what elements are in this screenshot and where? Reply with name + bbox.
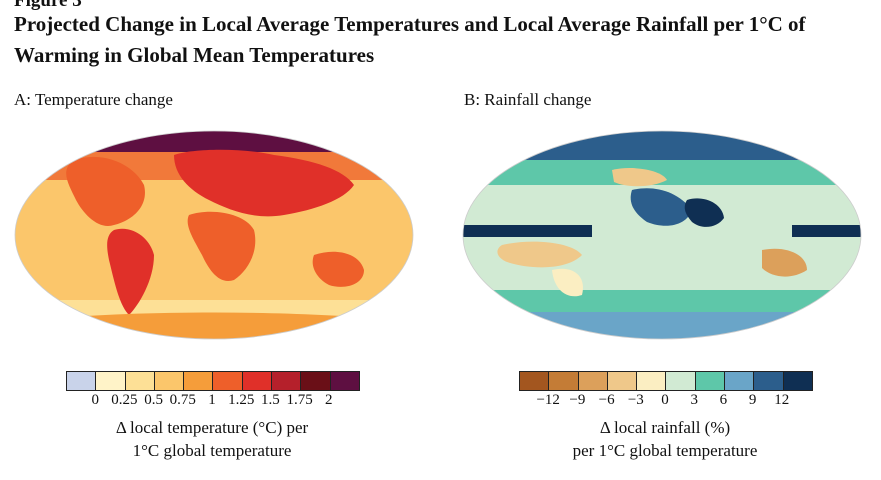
caption-line: per 1°C global temperature <box>572 441 758 460</box>
colorbar-swatch <box>301 372 331 390</box>
colorbar-swatch <box>520 372 550 390</box>
colorbar-tick: 1.75 <box>286 392 313 408</box>
figure-title: Projected Change in Local Average Temper… <box>14 12 806 67</box>
temperature-colorbar <box>66 371 360 391</box>
colorbar-swatch <box>783 372 812 390</box>
panel-a-title: A: Temperature change <box>14 90 173 109</box>
colorbar-swatch <box>67 372 97 390</box>
rainfall-colorbar-ticks: −12 −9 −6 −3 0 3 6 9 12 <box>519 392 811 412</box>
rainfall-change-map <box>462 130 862 340</box>
figure-label: Figure 3 <box>14 0 82 11</box>
colorbar-tick: 0.75 <box>169 392 196 408</box>
colorbar-swatch <box>330 372 359 390</box>
colorbar-tick: 3 <box>690 392 698 408</box>
colorbar-swatch <box>213 372 243 390</box>
temperature-caption: Δ local temperature (°C) per 1°C global … <box>40 416 384 462</box>
colorbar-tick: 0 <box>91 392 99 408</box>
colorbar-swatch <box>695 372 726 390</box>
colorbar-tick: −6 <box>598 392 615 408</box>
caption-line: Δ local temperature (°C) per <box>115 418 309 437</box>
temperature-change-map <box>14 130 414 340</box>
caption-line: Δ local rainfall (%) <box>599 418 731 437</box>
colorbar-swatch <box>666 372 696 390</box>
colorbar-swatch <box>184 372 214 390</box>
colorbar-swatch <box>637 372 667 390</box>
colorbar-swatch <box>549 372 579 390</box>
colorbar-swatch <box>96 372 126 390</box>
colorbar-tick: −3 <box>627 392 644 408</box>
colorbar-tick: 0 <box>661 392 669 408</box>
colorbar-tick: 2 <box>325 392 333 408</box>
colorbar-swatch <box>578 372 608 390</box>
colorbar-tick: −12 <box>536 392 560 408</box>
temperature-colorbar-ticks: 0 0.25 0.5 0.75 1 1.25 1.5 1.75 2 <box>66 392 358 412</box>
colorbar-tick: 1 <box>208 392 216 408</box>
colorbar-swatch <box>725 372 755 390</box>
colorbar-tick: 1.25 <box>228 392 255 408</box>
caption-line: 1°C global temperature <box>132 441 292 460</box>
colorbar-swatch <box>154 372 185 390</box>
colorbar-tick: 6 <box>719 392 728 408</box>
colorbar-swatch <box>272 372 302 390</box>
colorbar-tick: 1.5 <box>261 392 280 408</box>
rainfall-caption: Δ local rainfall (%) per 1°C global temp… <box>493 416 837 462</box>
colorbar-tick: 9 <box>748 392 757 408</box>
colorbar-tick: 0.5 <box>144 392 163 408</box>
colorbar-swatch <box>242 372 273 390</box>
colorbar-swatch <box>125 372 155 390</box>
colorbar-tick: −9 <box>569 392 586 408</box>
colorbar-swatch <box>607 372 638 390</box>
colorbar-tick: 12 <box>774 392 790 408</box>
colorbar-tick: 0.25 <box>111 392 138 408</box>
rainfall-colorbar <box>519 371 813 391</box>
panel-b-title: B: Rainfall change <box>464 90 592 109</box>
colorbar-swatch <box>754 372 784 390</box>
